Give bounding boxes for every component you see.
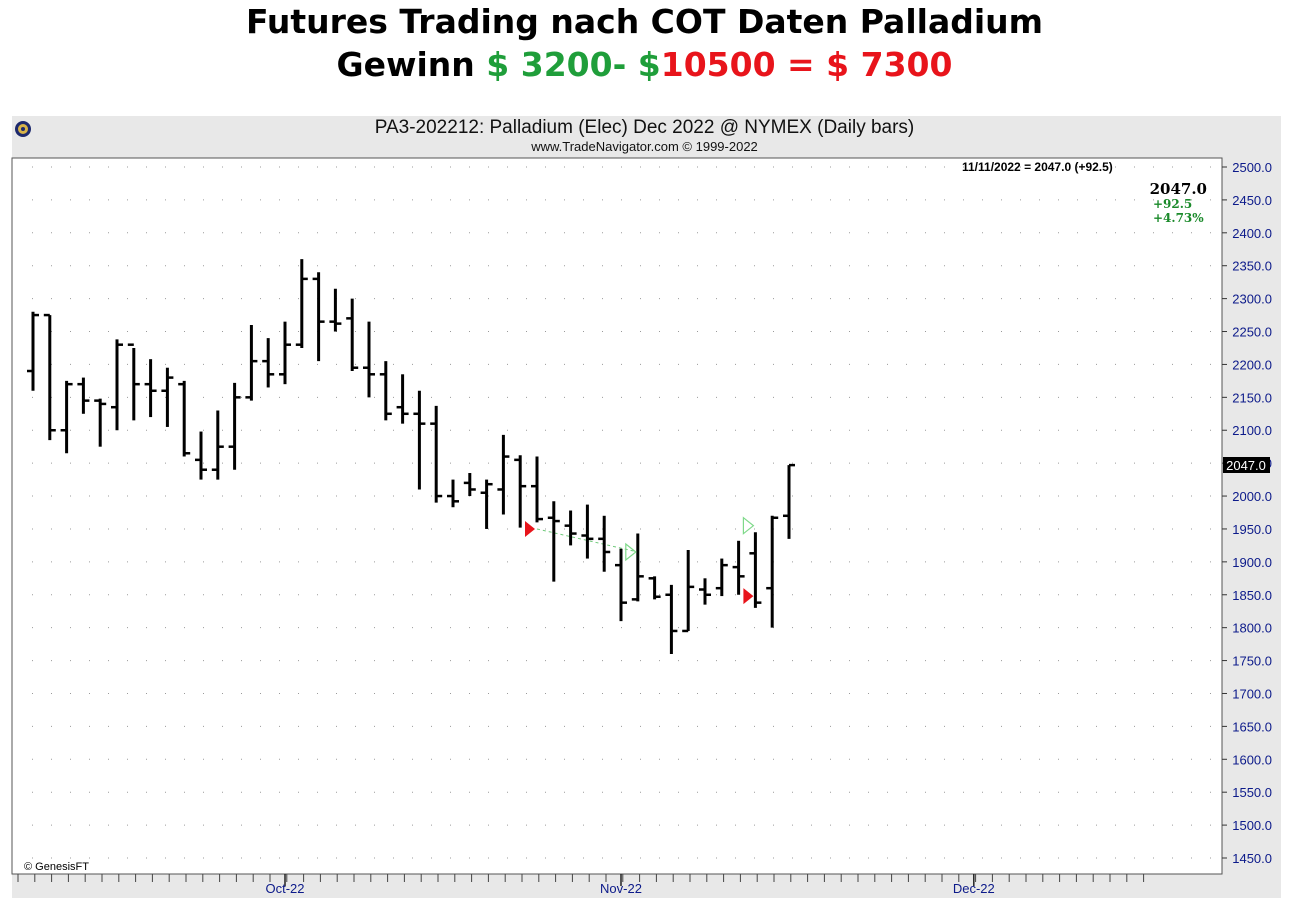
headline-profit: Gewinn $ 3200- $10500 = $ 7300 <box>0 45 1289 85</box>
y-tick-label: 2350.0 <box>1232 259 1272 274</box>
ohlc-bar <box>60 380 73 454</box>
y-tick-label: 1450.0 <box>1232 851 1272 866</box>
y-tick-label: 2200.0 <box>1232 357 1272 372</box>
ohlc-bar <box>430 405 443 503</box>
ohlc-bar <box>178 380 191 457</box>
ohlc-bar <box>715 558 728 597</box>
ohlc-bar <box>245 324 258 401</box>
exit-signal-marker <box>742 516 755 535</box>
ohlc-bar <box>480 479 493 529</box>
ohlc-bar <box>447 479 459 508</box>
ohlc-bar <box>665 584 678 654</box>
ohlc-bar <box>379 361 392 421</box>
last-price-tag-label: 2047.0 <box>1226 458 1266 473</box>
last-price-tag <box>1223 457 1270 473</box>
ohlc-bar <box>295 259 308 348</box>
ohlc-bar <box>631 533 644 602</box>
ohlc-bar <box>279 321 291 385</box>
y-tick-label: 2400.0 <box>1232 226 1272 241</box>
y-tick-label: 2150.0 <box>1232 390 1272 405</box>
headline-title: Futures Trading nach COT Daten Palladium <box>245 2 1044 41</box>
ohlc-bar <box>648 576 661 600</box>
profit-prefix: Gewinn <box>336 45 487 84</box>
ohlc-bar <box>111 339 123 431</box>
y-tick-label: 1900.0 <box>1232 555 1272 570</box>
ohlc-bar <box>77 377 90 414</box>
y-tick-label: 1650.0 <box>1232 719 1272 734</box>
tradenavigator-logo-icon <box>15 121 31 137</box>
info-change: +92.5 <box>1153 197 1192 211</box>
ohlc-bar <box>766 515 779 628</box>
trade-lines <box>536 528 638 553</box>
ohlc-bar <box>211 410 224 480</box>
x-tick-label: Nov-22 <box>600 881 642 896</box>
y-tick-label: 1950.0 <box>1232 522 1272 537</box>
trade-connector-line <box>536 528 638 553</box>
x-tick-label: Oct-22 <box>265 881 304 896</box>
ohlc-bar <box>262 338 275 388</box>
ohlc-bar <box>581 504 594 559</box>
y-axis: 2500.0 2450.0 2400.0 2350.0 2300.0 2250.0 2200… <box>1222 160 1272 866</box>
info-date-line: 11/11/2022 = 2047.0 (+92.5) <box>962 160 1113 174</box>
x-axis: Oct-22 Nov-22 Dec-22 <box>17 874 1145 896</box>
copyright-label: © GenesisFT <box>24 861 89 873</box>
y-tick-label: 2500.0 <box>1232 160 1272 175</box>
profit-amount-a: $ 3200- $ <box>486 45 661 84</box>
ohlc-bar <box>598 515 611 572</box>
ohlc-bar <box>497 434 510 515</box>
ohlc-bar <box>161 367 174 427</box>
ohlc-bar <box>615 548 627 622</box>
ohlc-bar <box>346 298 359 372</box>
ohlc-bar <box>749 532 762 608</box>
ohlc-bar <box>144 359 157 418</box>
ohlc-bar <box>312 272 325 362</box>
info-last-price: 2047.0 <box>1150 180 1207 198</box>
y-tick-label: 1700.0 <box>1232 686 1272 701</box>
ohlc-bar <box>43 313 56 441</box>
sell-signal-marker <box>743 588 754 605</box>
y-tick-label: 1750.0 <box>1232 654 1272 669</box>
trade-markers <box>525 516 755 605</box>
y-tick-label: 2250.0 <box>1232 325 1272 340</box>
plot-area <box>11 157 1223 875</box>
ohlc-bar <box>94 398 107 447</box>
ohlc-bar <box>463 473 476 497</box>
ohlc-bar <box>783 463 795 539</box>
y-tick-label: 2300.0 <box>1232 292 1272 307</box>
ohlc-bar <box>564 510 577 546</box>
chart-subtitle: www.TradeNavigator.com © 1999-2022 <box>531 139 758 154</box>
ohlc-bar <box>547 501 560 582</box>
y-tick-label: 1800.0 <box>1232 621 1272 636</box>
ohlc-bar <box>732 540 745 595</box>
ohlc-bars <box>27 259 795 654</box>
ohlc-bar <box>127 343 140 421</box>
y-tick-label: 1500.0 <box>1232 818 1272 833</box>
y-tick-label: 1850.0 <box>1232 588 1272 603</box>
x-tick-label: Dec-22 <box>953 881 995 896</box>
y-tick-label: 2000.0 <box>1232 489 1272 504</box>
ohlc-bar <box>363 321 375 398</box>
ohlc-bar <box>228 382 241 470</box>
y-tick-label: 1600.0 <box>1232 752 1272 767</box>
ohlc-bar <box>195 431 207 480</box>
ohlc-bar <box>413 390 426 490</box>
chart-title: PA3-202212: Palladium (Elec) Dec 2022 @ … <box>374 117 915 138</box>
ohlc-bar <box>329 288 342 332</box>
profit-amount-b: 10500 = $ 7300 <box>660 45 953 84</box>
sell-signal-marker <box>525 520 535 537</box>
exit-signal-marker <box>625 542 637 562</box>
y-tick-label: 2450.0 <box>1232 193 1272 208</box>
ohlc-bar <box>514 455 527 528</box>
ohlc-bar <box>27 311 39 391</box>
ohlc-bar <box>531 456 543 523</box>
ohlc-bar <box>699 578 711 605</box>
info-pct: +4.73% <box>1153 211 1204 225</box>
y-tick-label: 2100.0 <box>1232 423 1272 438</box>
y-tick-label: 1550.0 <box>1232 785 1272 800</box>
ohlc-bar <box>682 550 695 633</box>
ohlc-bar <box>396 374 409 424</box>
